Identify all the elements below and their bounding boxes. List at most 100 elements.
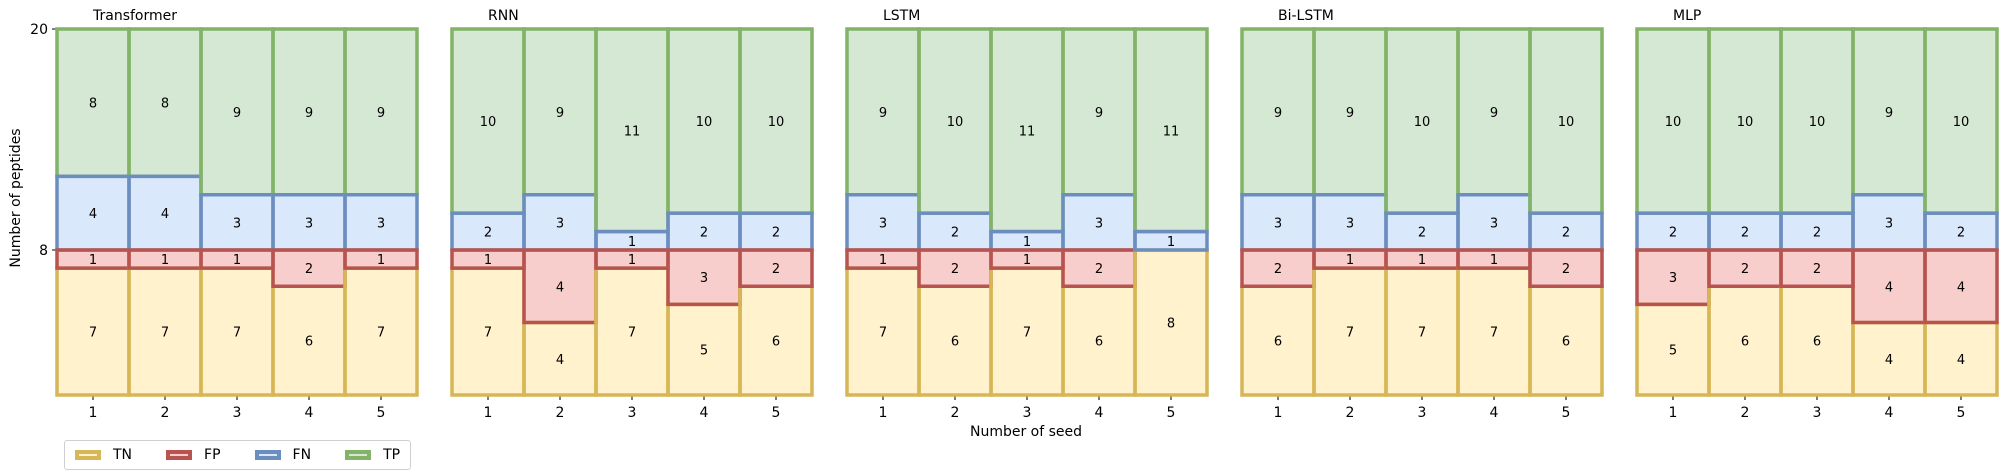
data-label-rnn-seed1-tn: 7: [484, 326, 492, 341]
bar-transformer-seed1-tp: [57, 29, 129, 177]
data-label-bi-lstm-seed3-fn: 2: [1418, 226, 1426, 241]
data-label-mlp-seed3-tp: 10: [1809, 115, 1826, 130]
bar-rnn-seed5-tp: [740, 29, 812, 214]
bar-transformer-seed3-tp: [201, 29, 273, 195]
bar-transformer-seed2-fn: [129, 176, 201, 250]
bar-mlp-seed1-tn: [1637, 304, 1709, 395]
bar-bi-lstm-seed5-fp: [1530, 250, 1602, 287]
data-label-lstm-seed2-fn: 2: [951, 226, 959, 241]
bar-mlp-seed5-fn: [1925, 213, 1997, 250]
data-label-lstm-seed5-tn: 8: [1167, 317, 1175, 332]
x-tick-label-bi-lstm-4: 4: [1490, 405, 1499, 421]
data-label-bi-lstm-seed1-tp: 9: [1274, 106, 1282, 121]
bar-mlp-seed3-fn: [1781, 213, 1853, 250]
bar-outline-lstm-seed5-fn: [1133, 229, 1209, 252]
data-label-lstm-seed4-fp: 2: [1095, 262, 1103, 277]
data-label-transformer-seed5-fp: 1: [377, 253, 385, 268]
data-label-rnn-seed5-tn: 6: [772, 335, 780, 350]
bar-transformer-seed4-fn: [273, 194, 345, 250]
data-label-lstm-seed3-tp: 11: [1019, 124, 1036, 139]
data-label-lstm-seed4-fn: 3: [1095, 216, 1103, 231]
bar-mlp-seed4-fp: [1853, 250, 1925, 323]
bar-mlp-seed5-tp: [1925, 29, 1997, 214]
bar-rnn-seed1-tp: [452, 29, 524, 214]
bar-mlp-seed3-tn: [1781, 286, 1853, 395]
data-label-mlp-seed4-tn: 4: [1885, 353, 1893, 368]
bar-lstm-seed2-tp: [919, 29, 991, 214]
data-label-transformer-seed5-fn: 3: [377, 216, 385, 231]
bar-transformer-seed3-tn: [201, 268, 273, 395]
bar-transformer-seed2-tn: [129, 268, 201, 395]
panels-group: Transformer7148171482713936239471395RNN7…: [55, 8, 1999, 421]
bar-bi-lstm-seed2-tn: [1314, 268, 1386, 395]
data-label-transformer-seed1-tn: 7: [89, 326, 97, 341]
x-tick-label-bi-lstm-3: 3: [1418, 405, 1427, 421]
bar-rnn-seed3-fn: [596, 231, 668, 250]
bar-transformer-seed1-tn: [57, 268, 129, 395]
x-tick-label-rnn-2: 2: [556, 405, 565, 421]
x-tick-label-bi-lstm-2: 2: [1346, 405, 1355, 421]
bar-mlp-seed3-tp: [1781, 29, 1853, 214]
data-label-bi-lstm-seed2-tn: 7: [1346, 326, 1354, 341]
bar-transformer-seed5-tn: [345, 268, 417, 395]
bar-lstm-seed4-tp: [1063, 29, 1135, 195]
bar-rnn-seed5-fp: [740, 250, 812, 287]
x-tick-label-mlp-4: 4: [1885, 405, 1894, 421]
bar-bi-lstm-seed1-fp: [1242, 250, 1314, 287]
data-label-rnn-seed3-tn: 7: [628, 326, 636, 341]
data-label-mlp-seed5-tn: 4: [1957, 353, 1965, 368]
bar-lstm-seed1-tp: [847, 29, 919, 195]
bar-lstm-seed5-tn: [1135, 250, 1207, 395]
data-label-bi-lstm-seed2-fp: 1: [1346, 253, 1354, 268]
data-label-bi-lstm-seed5-fn: 2: [1562, 226, 1570, 241]
bar-rnn-seed5-fn: [740, 213, 812, 250]
x-tick-label-transformer-2: 2: [161, 405, 170, 421]
y-axis-label: Number of peptides: [8, 128, 24, 267]
data-label-rnn-seed4-tp: 10: [696, 115, 713, 130]
bar-rnn-seed2-tp: [524, 29, 596, 195]
bar-bi-lstm-seed1-tn: [1242, 286, 1314, 395]
data-label-bi-lstm-seed5-tp: 10: [1558, 115, 1575, 130]
data-label-bi-lstm-seed1-fn: 3: [1274, 216, 1282, 231]
data-label-transformer-seed4-tn: 6: [305, 335, 313, 350]
bar-rnn-seed3-fp: [596, 250, 668, 269]
bar-outline-mlp-seed5-fp: [1923, 248, 1999, 325]
data-label-bi-lstm-seed4-fp: 1: [1490, 253, 1498, 268]
bar-rnn-seed1-tn: [452, 268, 524, 395]
x-tick-label-lstm-4: 4: [1095, 405, 1104, 421]
bar-transformer-seed1-fp: [57, 250, 129, 269]
bar-bi-lstm-seed1-tp: [1242, 29, 1314, 195]
data-label-mlp-seed2-tn: 6: [1741, 335, 1749, 350]
legend-item-tn: TN: [75, 447, 132, 463]
bar-rnn-seed5-tn: [740, 286, 812, 395]
data-label-mlp-seed1-tp: 10: [1665, 115, 1682, 130]
data-label-mlp-seed1-tn: 5: [1669, 344, 1677, 359]
bar-bi-lstm-seed4-tp: [1458, 29, 1530, 195]
data-label-transformer-seed2-fn: 4: [161, 207, 169, 222]
data-label-transformer-seed2-fp: 1: [161, 253, 169, 268]
bar-lstm-seed1-fn: [847, 194, 919, 250]
data-label-transformer-seed4-fn: 3: [305, 216, 313, 231]
data-label-rnn-seed5-fp: 2: [772, 262, 780, 277]
bar-rnn-seed3-tn: [596, 268, 668, 395]
legend-item-tp: TP: [345, 447, 400, 463]
bar-bi-lstm-seed3-fp: [1386, 250, 1458, 269]
data-label-rnn-seed1-tp: 10: [480, 115, 497, 130]
bar-mlp-seed4-tp: [1853, 29, 1925, 195]
bar-lstm-seed5-tp: [1135, 29, 1207, 232]
data-label-transformer-seed1-fp: 1: [89, 253, 97, 268]
bar-lstm-seed4-fn: [1063, 194, 1135, 250]
data-label-mlp-seed1-fn: 2: [1669, 226, 1677, 241]
x-tick-label-mlp-2: 2: [1741, 405, 1750, 421]
bar-mlp-seed1-tp: [1637, 29, 1709, 214]
data-label-bi-lstm-seed1-fp: 2: [1274, 262, 1282, 277]
bar-lstm-seed1-tn: [847, 268, 919, 395]
legend-swatch-tn: [75, 450, 101, 460]
data-label-bi-lstm-seed3-tn: 7: [1418, 326, 1426, 341]
bar-transformer-seed3-fn: [201, 194, 273, 250]
bar-bi-lstm-seed5-fn: [1530, 213, 1602, 250]
bar-mlp-seed1-fp: [1637, 250, 1709, 305]
bar-rnn-seed4-tn: [668, 304, 740, 395]
bar-outline-bi-lstm-seed5-fp: [1528, 248, 1604, 288]
